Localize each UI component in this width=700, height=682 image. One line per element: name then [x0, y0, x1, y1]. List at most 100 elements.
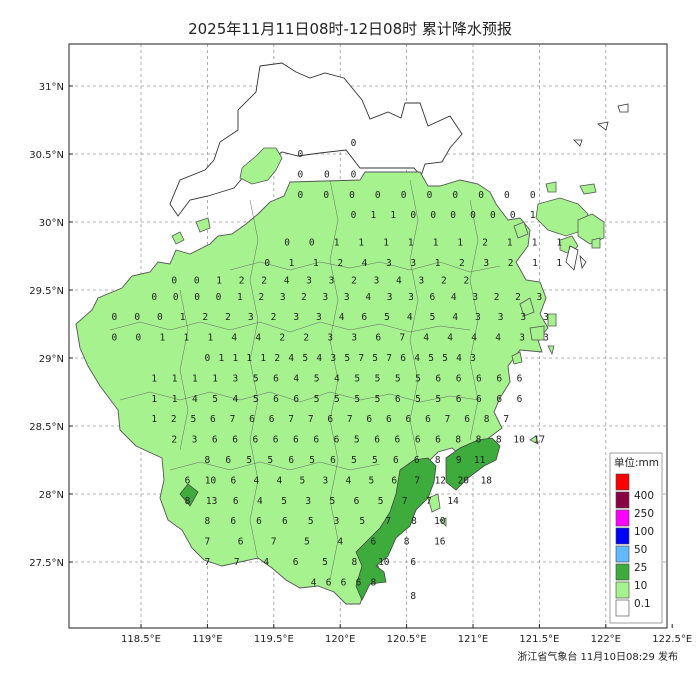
precip-value: 5 [330, 496, 336, 507]
province-outline [169, 62, 463, 217]
precip-value: 4 [407, 312, 413, 323]
precip-value: 0 [112, 312, 118, 323]
precip-value: 2 [271, 312, 277, 323]
precip-value: 6 [282, 516, 288, 527]
precip-value: 0 [171, 276, 177, 287]
precip-value: 1 [151, 373, 157, 384]
legend: 单位:mm 400 250 100 50 25 10 0.1 [609, 452, 663, 624]
precip-value: 6 [496, 394, 502, 405]
precip-value: 0 [284, 237, 290, 248]
precip-value: 2 [171, 414, 177, 425]
precip-value: 2 [351, 276, 357, 287]
precip-value: 3 [233, 373, 239, 384]
precip-value: 7 [288, 414, 294, 425]
precip-value: 5 [246, 455, 252, 466]
precip-value: 0 [410, 210, 416, 221]
legend-label: 100 [634, 526, 654, 538]
precip-value: 6 [395, 394, 401, 405]
legend-unit-label: 单位:mm [614, 456, 659, 469]
precip-value: 10 [513, 435, 525, 446]
precip-value: 6 [395, 435, 401, 446]
precip-value: 5 [351, 455, 357, 466]
precip-value: 6 [327, 414, 333, 425]
precip-value: 2 [258, 292, 264, 303]
precip-value: 5 [354, 435, 360, 446]
precip-value: 8 [410, 591, 416, 602]
precip-value: 5 [253, 394, 259, 405]
precip-value: 6 [476, 373, 482, 384]
precip-value: 6 [225, 455, 231, 466]
precip-value: 8 [455, 435, 461, 446]
precip-value: 8 [496, 435, 502, 446]
precip-value: 5 [415, 373, 421, 384]
precip-value: 6 [288, 455, 294, 466]
precip-value: 8 [205, 516, 211, 527]
precip-value: 0 [112, 333, 118, 344]
precip-value: 3 [248, 312, 254, 323]
precip-value: 7 [271, 537, 277, 548]
precip-value: 3 [374, 276, 380, 287]
precip-value: 6 [238, 537, 244, 548]
precip-value: 5 [435, 394, 441, 405]
precip-value: 5 [253, 373, 259, 384]
precip-value: 6 [313, 435, 319, 446]
precip-value: 16 [434, 537, 446, 548]
precip-value: 0 [323, 190, 329, 201]
precip-value: 2 [515, 292, 521, 303]
lon-tick-label: 120.5°E [387, 634, 427, 645]
precip-value: 7 [399, 333, 405, 344]
precip-value: 6 [361, 312, 367, 323]
precip-value: 4 [414, 353, 420, 364]
precip-value: 14 [447, 496, 459, 507]
precip-value: 2 [171, 435, 177, 446]
precip-value: 4 [311, 577, 317, 588]
precip-value: 3 [327, 333, 333, 344]
precip-value: 8 [352, 557, 358, 568]
precip-value: 0 [351, 169, 357, 180]
precip-value: 6 [517, 394, 523, 405]
precip-value: 4 [254, 475, 260, 486]
precip-value: 4 [277, 475, 283, 486]
precip-value: 5 [375, 373, 381, 384]
precip-value: 5 [314, 373, 320, 384]
precip-value: 3 [192, 435, 198, 446]
precip-value: 6 [249, 414, 255, 425]
precip-value: 6 [232, 435, 238, 446]
precip-value: 6 [406, 414, 412, 425]
precip-value: 11 [474, 455, 486, 466]
precip-value: 8 [476, 435, 482, 446]
legend-swatch [615, 599, 630, 617]
precip-value: 5 [430, 312, 436, 323]
precip-value: 9 [456, 455, 462, 466]
precip-value: 0 [205, 353, 211, 364]
precip-value: 4 [233, 394, 239, 405]
precip-value: 6 [293, 394, 299, 405]
precip-value: 1 [371, 210, 377, 221]
precip-value: 4 [316, 353, 322, 364]
precip-value: 2 [459, 258, 465, 269]
precip-value: 6 [341, 577, 347, 588]
precip-value: 3 [387, 292, 393, 303]
precip-value: 7 [234, 557, 240, 568]
precip-value: 3 [472, 292, 478, 303]
precip-value: 3 [305, 496, 311, 507]
precip-value: 4 [293, 373, 299, 384]
precip-value: 2 [482, 237, 488, 248]
precip-value: 1 [216, 276, 222, 287]
precip-value: 8 [484, 414, 490, 425]
precip-value: 7 [445, 414, 451, 425]
precip-value: 3 [470, 353, 476, 364]
precip-value: 0 [430, 210, 436, 221]
precip-value: 0 [194, 276, 200, 287]
precip-value: 6 [231, 475, 237, 486]
precip-value: 3 [537, 292, 543, 303]
lat-tick-label: 29°N [39, 354, 64, 365]
precip-value: 6 [517, 373, 523, 384]
precip-value: 3 [323, 292, 329, 303]
precip-value: 0 [427, 190, 433, 201]
precip-value: 6 [366, 414, 372, 425]
precip-value: 5 [369, 475, 375, 486]
precip-value: 3 [475, 312, 481, 323]
precip-value: 12 [435, 475, 446, 486]
